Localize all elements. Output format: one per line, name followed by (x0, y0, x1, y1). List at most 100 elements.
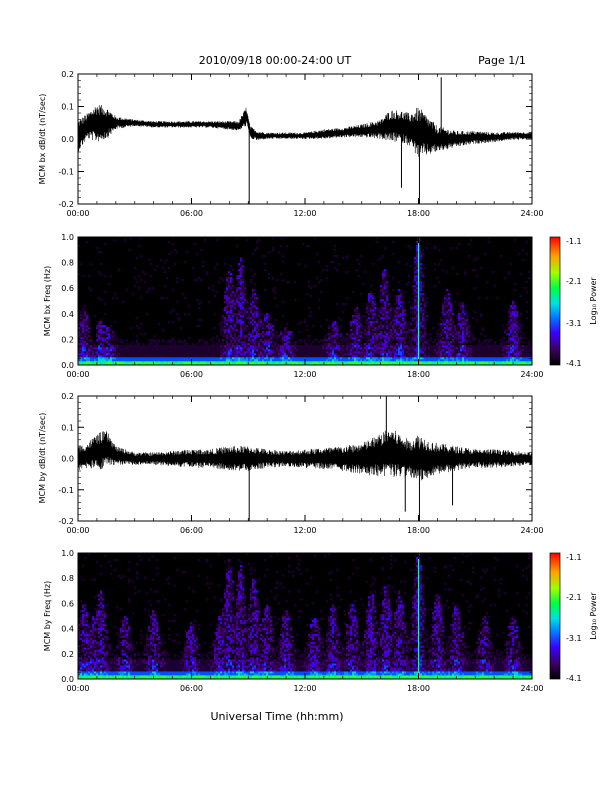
bx-spectrogram-cell (444, 311, 447, 314)
bx-spectrogram-cell (328, 331, 331, 334)
bx-spectrogram-cell (264, 337, 267, 340)
bx-spectrogram-cell (296, 353, 299, 356)
bx-spectrogram-cell (212, 361, 215, 364)
bx-spectrogram-cell (374, 311, 377, 314)
bx-spectrogram-cell (356, 335, 359, 338)
bx-spectrogram-cell (182, 357, 185, 360)
bx-spectrogram-cell (412, 357, 415, 360)
bx-spectrogram-cell (450, 343, 453, 346)
bx-spectrogram-cell (438, 351, 441, 354)
bx-spectrogram-cell (346, 271, 349, 274)
bx-spectrogram-cell (284, 331, 287, 334)
bx-spectrogram-cell (266, 349, 269, 352)
bx-spectrogram-cell (78, 343, 81, 346)
bx-spectrogram-cell (314, 285, 317, 288)
bx-spectrogram-cell (250, 279, 253, 282)
bx-spectrogram-cell (86, 363, 89, 366)
bx-spectrogram-cell (128, 347, 131, 350)
bx-spectrogram-cell (458, 335, 461, 338)
bx-spectrogram-cell (456, 315, 459, 318)
bx-spectrogram-cell (240, 353, 243, 356)
bx-spectrogram-cell (86, 355, 89, 358)
bx-spectrogram-cell (236, 291, 239, 294)
bx-spectrogram-cell (90, 355, 93, 358)
bx-spectrogram-cell (514, 319, 517, 322)
bx-spectrogram-cell (348, 351, 351, 354)
bx-spectrogram-cell (104, 361, 107, 364)
bx-spectrogram-cell (396, 353, 399, 356)
bx-spectrogram-cell (342, 341, 345, 344)
bx-spectrogram-cell (332, 351, 335, 354)
bx-spectrogram-cell (456, 327, 459, 330)
bx-spectrogram-cell (528, 355, 531, 358)
bx-spectrogram-cell (496, 361, 499, 364)
bx-spectrogram-cell (406, 361, 409, 364)
bx-spectrogram-cell (224, 353, 227, 356)
bx-spectrogram-cell (246, 351, 249, 354)
bx-spectrogram-cell (108, 283, 111, 286)
bx-spectrogram-cell (230, 355, 233, 358)
bx-spectrogram-cell (282, 351, 285, 354)
bx-spectrogram-cell (278, 359, 281, 362)
bx-spectrogram-cell (426, 297, 429, 300)
bx-spectrogram-cell (128, 363, 131, 366)
bx-spectrogram-cell (334, 357, 337, 360)
bx-spectrogram-cell (228, 311, 231, 314)
bx-spectrogram-cell (398, 359, 401, 362)
bx-spectrogram-cell (402, 361, 405, 364)
bx-spectrogram-cell (422, 309, 425, 312)
bx-spectrogram-cell (186, 351, 189, 354)
bx-spectrogram-cell (382, 281, 385, 284)
bx-spectrogram-cell (208, 363, 211, 366)
bx-spectrogram-cell (422, 327, 425, 330)
bx-spectrogram-cell (300, 351, 303, 354)
bx-spectrogram-cell (182, 347, 185, 350)
bx-spectrogram-cell (242, 309, 245, 312)
bx-spectrogram-cell (184, 341, 187, 344)
bx-spectrogram-cell (276, 305, 279, 308)
bx-spectrogram-cell (524, 353, 527, 356)
bx-spectrogram-cell (124, 361, 127, 364)
bx-spectrogram-cell (456, 317, 459, 320)
bx-spectrogram-cell (450, 331, 453, 334)
bx-spectrogram-cell (150, 359, 153, 362)
bx-spectrogram-cell (386, 299, 389, 302)
bx-spectrogram-cell (370, 295, 373, 298)
bx-spectrogram-cell (236, 301, 239, 304)
bx-spectrogram-cell (236, 357, 239, 360)
bx-spectrogram-cell (222, 343, 225, 346)
bx-spectrogram-cell (270, 351, 273, 354)
bx-spectrogram-cell (360, 343, 363, 346)
bx-spectrogram-cell (522, 363, 525, 366)
bx-spectrogram-cell (362, 357, 365, 360)
bx-spectrogram-cell (202, 361, 205, 364)
bx-spectrogram-cell (392, 359, 395, 362)
bx-spectrogram-cell (376, 321, 379, 324)
bx-spectrogram-cell (328, 333, 331, 336)
bx-spectrogram-cell (212, 345, 215, 348)
bx-spectrogram-cell (242, 321, 245, 324)
bx-spectrogram-cell (106, 339, 109, 342)
bx-spectrogram-cell (394, 351, 397, 354)
bx-spectrogram-cell (382, 341, 385, 344)
bx-spectrogram-cell (508, 327, 511, 330)
bx-spectrogram-cell (266, 313, 269, 316)
bx-spectrogram-xtick-label: 00:00 (66, 370, 89, 379)
bx-spectrogram-cell (518, 355, 521, 358)
bx-spectrogram-cell (122, 341, 125, 344)
bx-spectrogram-cell (242, 311, 245, 314)
bx-spectrogram-cell (186, 343, 189, 346)
bx-spectrogram-cell (274, 291, 277, 294)
bx-spectrogram-cell (420, 269, 423, 272)
bx-spectrogram-cell (310, 353, 313, 356)
bx-spectrogram-cell (452, 267, 455, 270)
bx-spectrogram-cell (522, 347, 525, 350)
bx-spectrogram-cell (154, 347, 157, 350)
bx-spectrogram-cell (400, 355, 403, 358)
bx-spectrogram-cell (336, 337, 339, 340)
bx-spectrogram-cell (234, 349, 237, 352)
bx-spectrogram-cell (224, 363, 227, 366)
bx-spectrogram-cell (250, 325, 253, 328)
bx-spectrogram-cell (108, 331, 111, 334)
bx-spectrogram-cell (508, 333, 511, 336)
